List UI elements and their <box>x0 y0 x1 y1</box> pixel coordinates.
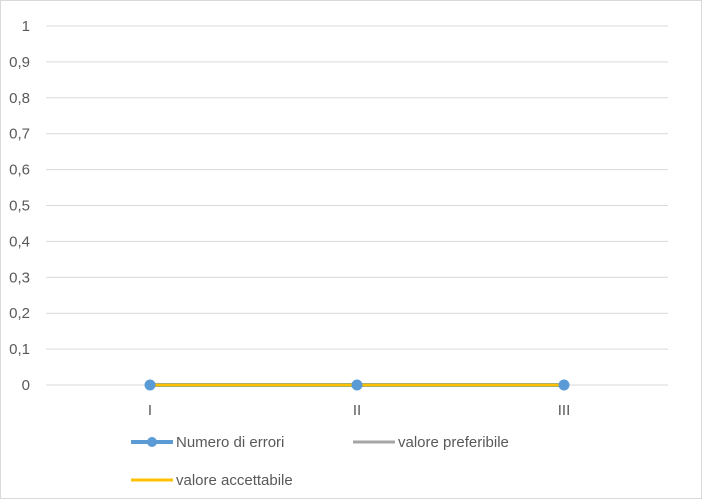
y-tick-label: 1 <box>22 18 30 35</box>
y-tick-label: 0,7 <box>9 126 30 143</box>
y-tick-label: 0,8 <box>9 90 30 107</box>
y-tick-label: 0,3 <box>9 269 30 286</box>
legend-label: valore preferibile <box>398 434 509 451</box>
data-point <box>351 379 363 391</box>
y-tick-label: 0,1 <box>9 341 30 358</box>
y-tick-label: 0,4 <box>9 233 30 250</box>
x-tick-label: II <box>353 402 361 419</box>
legend-label: valore accettabile <box>176 472 293 489</box>
y-tick-label: 0,5 <box>9 198 30 215</box>
y-tick-label: 0,6 <box>9 162 30 179</box>
y-tick-label: 0,2 <box>9 305 30 322</box>
x-tick-label: III <box>558 402 571 419</box>
data-point <box>144 379 156 391</box>
y-tick-label: 0,9 <box>9 54 30 71</box>
y-tick-label: 0 <box>22 377 30 394</box>
x-tick-label: I <box>148 402 152 419</box>
data-point <box>558 379 570 391</box>
legend-marker <box>147 437 157 447</box>
legend-label: Numero di errori <box>176 434 284 451</box>
